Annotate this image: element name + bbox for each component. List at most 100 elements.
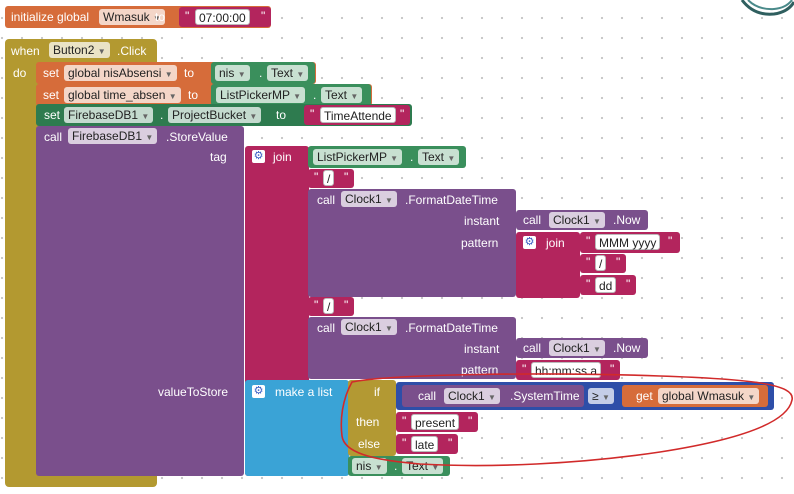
valuetostore-label: valueToStore	[158, 385, 229, 399]
gear-icon[interactable]: ⚙	[523, 236, 536, 249]
clock-component-field[interactable]: Clock1 ▼	[444, 388, 500, 404]
nis-text-getter[interactable]: nis ▼ . Text ▼	[348, 456, 450, 476]
firebase-component-field[interactable]: FirebaseDB1 ▼	[68, 128, 158, 144]
pattern-join-block[interactable]: ⚙ join	[516, 232, 580, 298]
then-keyword: then	[356, 415, 380, 429]
prop-text: Text	[422, 150, 445, 164]
pattern-label: pattern	[461, 363, 499, 377]
gear-icon[interactable]: ⚙	[252, 385, 265, 398]
clock-now-block[interactable]: call Clock1 ▼ .Now	[516, 210, 648, 230]
prop-field[interactable]: Text ▼	[267, 65, 309, 81]
timeattende-string-block[interactable]: " TimeAttende "	[304, 105, 410, 125]
firebase-component-field[interactable]: FirebaseDB1 ▼	[64, 107, 154, 123]
quote-open: "	[314, 298, 319, 312]
slash-string-block[interactable]: " / "	[308, 297, 354, 316]
quote-close: "	[610, 362, 615, 376]
string-field[interactable]: late	[411, 436, 439, 452]
projectbucket-prop-field[interactable]: ProjectBucket ▼	[168, 107, 262, 123]
prop-text: Text	[271, 66, 294, 80]
listpicker-component-field[interactable]: ListPickerMP ▼	[216, 87, 306, 103]
compare-block[interactable]: call Clock1 ▼ .SystemTime ≥ ▼ get global…	[396, 382, 774, 410]
gear-icon[interactable]: ⚙	[252, 150, 265, 163]
initialize-keyword: initialize global	[11, 10, 90, 24]
join-keyword: join	[273, 150, 292, 164]
storevalue-block[interactable]: call FirebaseDB1 ▼ .StoreValue tag value…	[36, 126, 244, 476]
make-a-list-block[interactable]: ⚙ make a list	[245, 380, 349, 476]
dd-string-block[interactable]: " dd "	[580, 275, 636, 295]
get-global-block[interactable]: get global Wmasuk ▼	[622, 385, 768, 407]
trashcan-icon[interactable]	[740, 0, 794, 20]
slash-string-block[interactable]: " / "	[580, 254, 626, 273]
comp-text: nis	[219, 66, 235, 80]
listpicker-component-field[interactable]: ListPickerMP ▼	[313, 149, 403, 165]
comp-text: Clock1	[553, 341, 590, 355]
else-keyword: else	[358, 437, 381, 451]
do-keyword: do	[13, 66, 27, 80]
nis-component-field[interactable]: nis ▼	[215, 65, 250, 81]
method-name: .FormatDateTime	[405, 321, 498, 335]
string-field[interactable]: MMM yyyy	[595, 234, 661, 250]
var-name-field[interactable]: global time_absen ▼	[64, 87, 181, 103]
nis-text-getter[interactable]: nis ▼ . Text ▼	[211, 62, 315, 84]
string-field[interactable]: TimeAttende	[320, 107, 396, 123]
clock-component-field[interactable]: Clock1 ▼	[341, 319, 397, 335]
if-keyword: if	[374, 385, 380, 399]
present-string-block[interactable]: " present "	[396, 412, 478, 432]
set-keyword: set	[44, 108, 61, 122]
set-nisabsensi-block[interactable]: set global nisAbsensi ▼ to nis ▼ . Text …	[36, 62, 316, 84]
dot: .	[410, 150, 414, 164]
nis-component-field[interactable]: nis ▼	[352, 458, 387, 474]
operator-field[interactable]: ≥ ▼	[588, 388, 614, 404]
call-keyword: call	[418, 389, 437, 403]
comp-text: nis	[356, 459, 372, 473]
quote-open: "	[586, 277, 591, 291]
pattern-label: pattern	[461, 236, 499, 250]
clock-now-block[interactable]: call Clock1 ▼ .Now	[516, 338, 648, 358]
string-field[interactable]: /	[323, 170, 335, 186]
dropdown-icon: ▼	[153, 14, 161, 23]
event-component-field[interactable]: Button2 ▼	[49, 42, 110, 58]
clock-component-field[interactable]: Clock1 ▼	[549, 340, 605, 356]
dropdown-icon: ▼	[168, 92, 177, 101]
string-field[interactable]: present	[411, 414, 460, 430]
to-keyword: to	[188, 88, 199, 102]
initialize-global-block[interactable]: initialize global Wmasuk ▼ to " 07:00:00…	[5, 6, 271, 28]
late-string-block[interactable]: " late "	[396, 434, 458, 454]
prop-field[interactable]: Text ▼	[321, 87, 363, 103]
call-keyword: call	[317, 321, 336, 335]
comp-text: Clock1	[345, 320, 382, 334]
event-name: .Click	[117, 44, 147, 58]
clock-component-field[interactable]: Clock1 ▼	[549, 212, 605, 228]
formatdatetime-block-1[interactable]: call Clock1 ▼ .FormatDateTime instant pa…	[308, 189, 516, 297]
highlight-circle	[340, 373, 793, 467]
string-field[interactable]: dd	[595, 277, 617, 293]
dropdown-icon: ▼	[447, 154, 456, 163]
systemtime-call-block[interactable]: call Clock1 ▼ .SystemTime	[402, 385, 584, 407]
clock-component-field[interactable]: Clock1 ▼	[341, 191, 397, 207]
global-var-name-field[interactable]: Wmasuk ▼	[99, 9, 165, 25]
string-field[interactable]: /	[595, 255, 607, 271]
get-var-field[interactable]: global Wmasuk ▼	[658, 388, 760, 404]
dropdown-icon: ▼	[488, 393, 496, 402]
comp-text: FirebaseDB1	[68, 108, 139, 122]
slash-string-block[interactable]: " / "	[308, 169, 354, 188]
text-string-block[interactable]: " 07:00:00 "	[179, 7, 271, 27]
listpicker-text-getter[interactable]: ListPickerMP ▼ . Text ▼	[308, 146, 466, 168]
call-keyword: call	[317, 193, 336, 207]
dropdown-icon: ▼	[296, 70, 305, 79]
formatdatetime-block-2[interactable]: call Clock1 ▼ .FormatDateTime instant pa…	[308, 317, 516, 379]
op-text: ≥	[592, 389, 599, 403]
var-name-field[interactable]: global nisAbsensi ▼	[64, 65, 177, 81]
set-projectbucket-block[interactable]: set FirebaseDB1 ▼ . ProjectBucket ▼ to "…	[36, 104, 412, 126]
if-then-else-block[interactable]: if then else	[348, 380, 396, 456]
make-a-list-keyword: make a list	[275, 385, 333, 399]
prop-text: ProjectBucket	[172, 108, 247, 122]
string-field[interactable]: /	[323, 298, 335, 314]
listpicker-text-getter[interactable]: ListPickerMP ▼ . Text ▼	[211, 84, 371, 106]
init-value-field[interactable]: 07:00:00	[195, 9, 250, 25]
prop-field[interactable]: Text ▼	[418, 149, 460, 165]
set-time-absen-block[interactable]: set global time_absen ▼ to ListPickerMP …	[36, 84, 372, 106]
mmm-yyyy-string-block[interactable]: " MMM yyyy "	[580, 232, 680, 253]
set-keyword: set	[43, 88, 60, 102]
var-name-text: Wmasuk	[103, 10, 150, 24]
